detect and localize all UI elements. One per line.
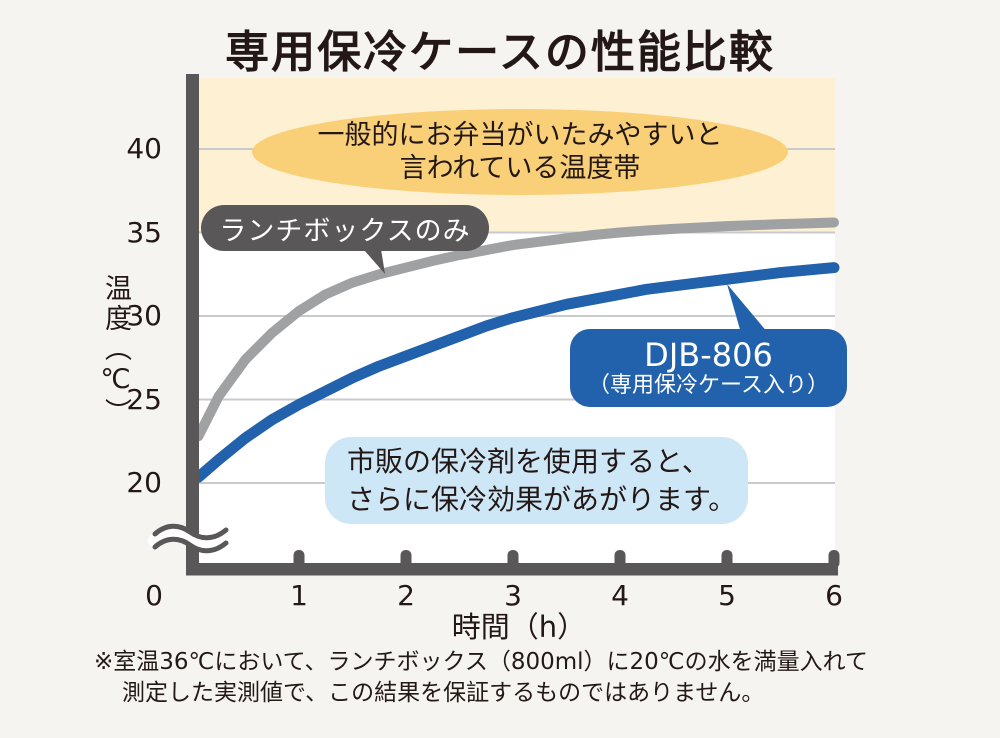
y-tick-label: 30: [126, 299, 162, 332]
lunchbox-series-label: ランチボックスのみ: [201, 205, 489, 251]
x-tick-label: 0: [145, 579, 163, 612]
x-tick-label: 4: [611, 579, 629, 612]
axis-break: [148, 523, 233, 554]
djb-series-label: DJB-806 （専用保冷ケース入り）: [570, 329, 847, 407]
y-tick-label: 35: [126, 215, 162, 249]
y-tick-label: 40: [126, 132, 162, 165]
series-curves: [192, 217, 840, 483]
cooling-tip-line2: さらに保冷効果があがります。: [347, 482, 737, 516]
y-tick-label: 25: [126, 382, 162, 416]
footnote-line1: ※室温36℃において、ランチボックス（800ml）に20℃の水を満量入れて: [94, 649, 868, 675]
danger-zone-annotation: 一般的にお弁当がいたみやすいと 言われている温度帯: [252, 109, 788, 195]
x-tick-label: 5: [718, 579, 736, 612]
series-ランチボックスのみ: [193, 217, 839, 442]
y-axis-line: [186, 74, 199, 575]
y-axis-title: 温度（℃）: [100, 274, 131, 428]
djb-model-name: DJB-806: [644, 336, 773, 374]
djb-callout-tail: [727, 284, 768, 333]
danger-zone-line1: 一般的にお弁当がいたみやすいと: [317, 120, 723, 151]
footnote: ※室温36℃において、ランチボックス（800ml）に20℃の水を満量入れて 測定…: [94, 647, 868, 709]
series-DJB-806（専用保冷ケース入り）: [192, 262, 840, 483]
x-tick-label: 6: [825, 579, 843, 612]
x-axis-line: [186, 563, 838, 576]
cooling-tip-line1: 市販の保冷剤を使用すると、: [347, 444, 710, 478]
danger-zone-line2: 言われている温度帯: [399, 153, 641, 184]
x-tick-label: 3: [504, 579, 522, 612]
y-tick-label: 20: [126, 466, 162, 499]
x-tick-label: 1: [290, 579, 308, 612]
page-title: 専用保冷ケースの性能比較: [225, 27, 775, 78]
cooling-tip-note: 市販の保冷剤を使用すると、 さらに保冷効果があがります。: [325, 437, 748, 524]
footnote-line2: 測定した実測値で、この結果を保証するものではありません。: [122, 680, 765, 706]
x-axis-title: 時間（h）: [451, 610, 587, 644]
djb-case-note: （専用保冷ケース入り）: [588, 373, 829, 398]
x-tick-label: 2: [397, 579, 415, 612]
lunchbox-series-label-text: ランチボックスのみ: [219, 215, 471, 247]
